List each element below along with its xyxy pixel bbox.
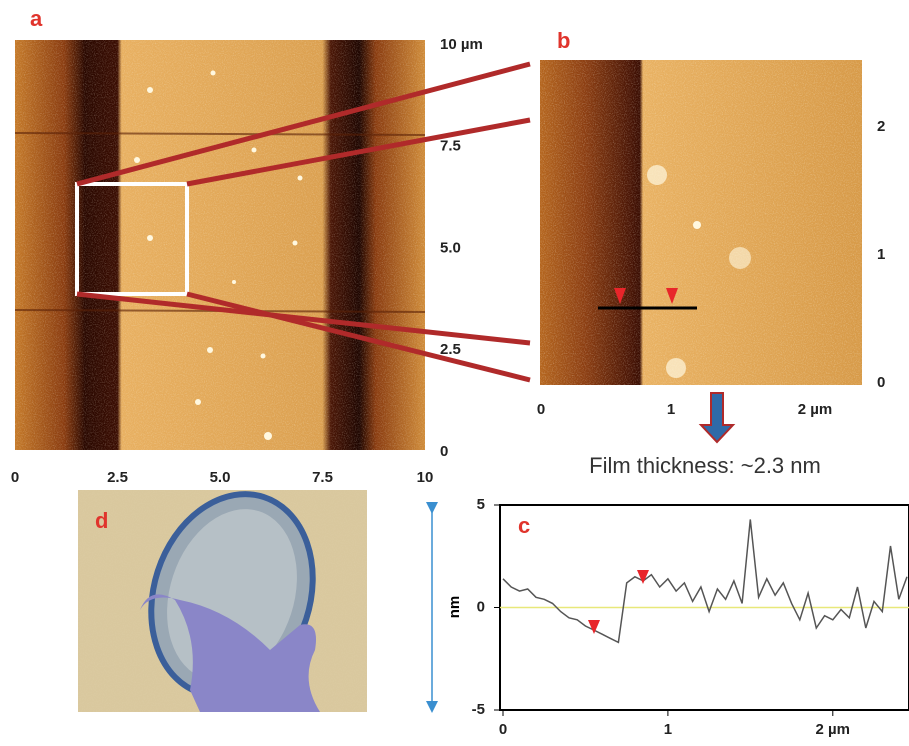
- y-axis-label: nm: [446, 596, 463, 619]
- y-tick-label: 0: [477, 598, 485, 615]
- panel-label: d: [95, 508, 108, 533]
- figure: a 02.55.07.51010 µm7.55.02.50 b 012 µm21…: [0, 0, 909, 741]
- y-tick-label: 10 µm: [440, 36, 483, 53]
- y-tick-label: 0: [440, 443, 448, 460]
- y-tick-label: 2: [877, 118, 885, 135]
- x-tick-label: 2.5: [107, 469, 128, 486]
- x-tick-label: 7.5: [312, 469, 333, 486]
- x-tick-label: 2 µm: [798, 401, 833, 418]
- y-tick-label: -5: [472, 701, 485, 718]
- x-tick-label: 0: [11, 469, 19, 486]
- panel-label: b: [557, 28, 570, 53]
- down-arrow: [701, 393, 733, 442]
- x-tick-label: 2 µm: [816, 721, 851, 738]
- afm-texture: [540, 60, 862, 385]
- y-tick-label: 5: [477, 496, 485, 513]
- panel-label: a: [30, 6, 43, 31]
- y-tick-label: 5.0: [440, 239, 461, 256]
- x-tick-label: 1: [667, 401, 675, 418]
- panel-label: c: [518, 513, 530, 538]
- y-tick-label: 0: [877, 374, 885, 391]
- x-tick-label: 10: [417, 469, 434, 486]
- x-tick-label: 0: [499, 721, 507, 738]
- x-tick-label: 1: [664, 721, 672, 738]
- annotation: Film thickness: ~2.3 nm: [589, 453, 821, 478]
- y-tick-label: 1: [877, 246, 885, 263]
- x-tick-label: 5.0: [210, 469, 231, 486]
- y-tick-label: 7.5: [440, 138, 461, 155]
- y-tick-label: 2.5: [440, 341, 461, 358]
- x-tick-label: 0: [537, 401, 545, 418]
